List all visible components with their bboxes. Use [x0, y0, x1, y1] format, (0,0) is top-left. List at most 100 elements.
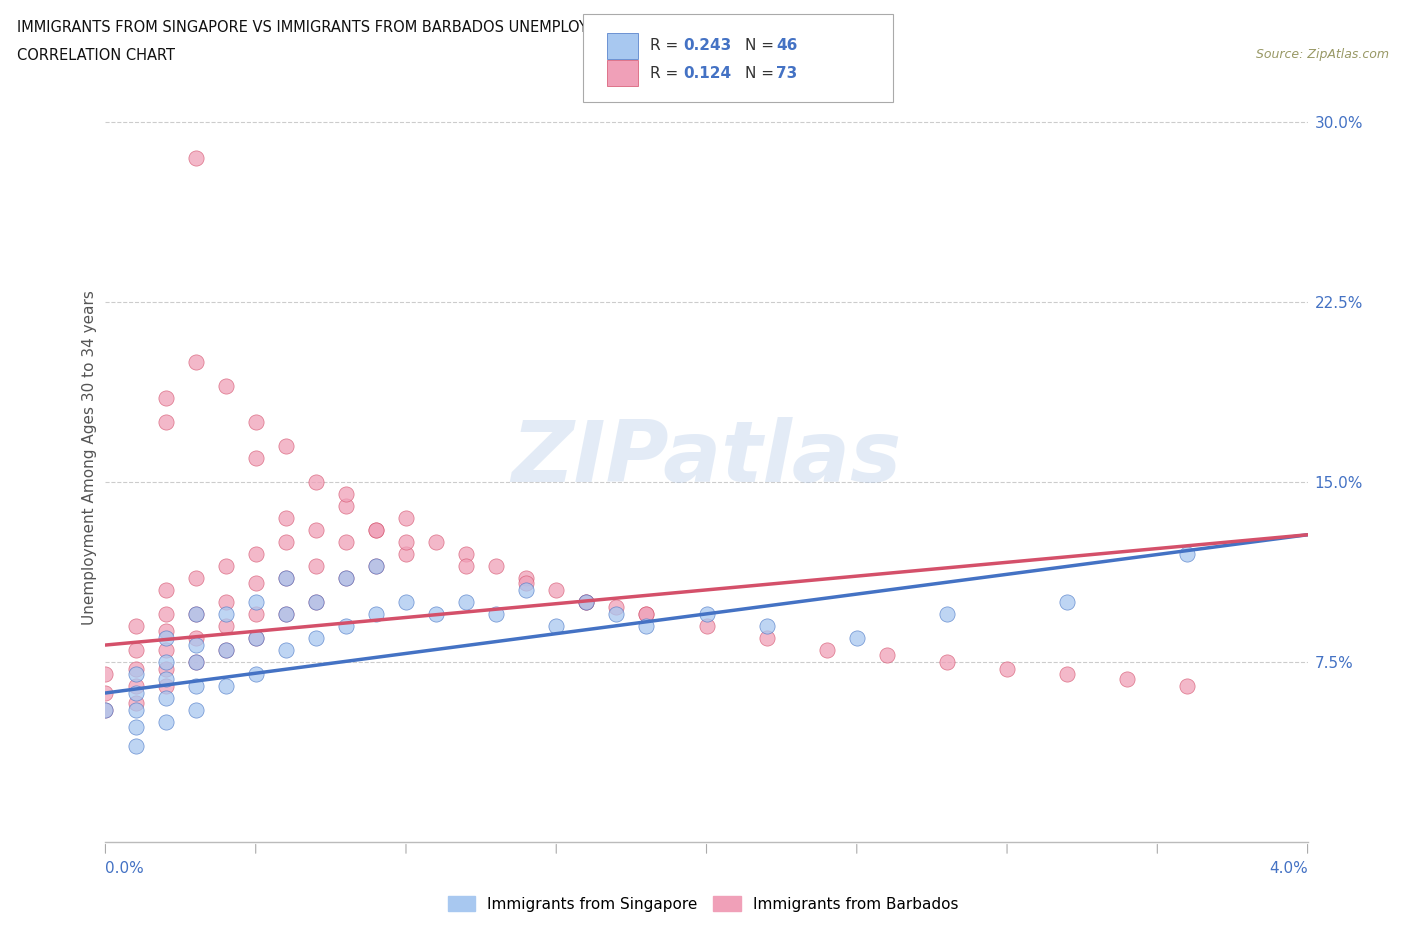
Point	[245, 631, 267, 645]
Text: Source: ZipAtlas.com: Source: ZipAtlas.com	[1256, 48, 1389, 61]
Text: 73: 73	[776, 66, 797, 81]
Point	[1116, 671, 1139, 686]
Point	[184, 151, 207, 166]
Point	[1056, 667, 1078, 682]
Point	[605, 606, 627, 621]
Point	[395, 594, 418, 609]
Point	[815, 643, 838, 658]
Point	[124, 618, 146, 633]
Point	[305, 594, 328, 609]
Point	[274, 511, 297, 525]
Point	[94, 685, 117, 700]
Point	[155, 655, 177, 670]
Point	[155, 714, 177, 729]
Point	[575, 594, 598, 609]
Point	[395, 535, 418, 550]
Point	[155, 631, 177, 645]
Point	[245, 547, 267, 562]
Point	[155, 582, 177, 597]
Point	[605, 599, 627, 614]
Point	[1175, 678, 1198, 693]
Point	[124, 678, 146, 693]
Point	[425, 606, 447, 621]
Point	[184, 606, 207, 621]
Point	[274, 439, 297, 454]
Point	[94, 667, 117, 682]
Point	[124, 695, 146, 710]
Point	[454, 547, 477, 562]
Point	[214, 559, 236, 574]
Point	[845, 631, 868, 645]
Point	[274, 606, 297, 621]
Point	[245, 606, 267, 621]
Point	[696, 618, 718, 633]
Point	[546, 582, 568, 597]
Point	[274, 535, 297, 550]
Point	[245, 415, 267, 430]
Point	[155, 606, 177, 621]
Point	[335, 535, 357, 550]
Point	[1175, 547, 1198, 562]
Point	[575, 594, 598, 609]
Point	[575, 594, 598, 609]
Point	[454, 559, 477, 574]
Point	[305, 631, 328, 645]
Point	[214, 618, 236, 633]
Point	[364, 606, 387, 621]
Point	[155, 643, 177, 658]
Point	[184, 655, 207, 670]
Point	[94, 702, 117, 717]
Point	[755, 618, 778, 633]
Point	[124, 667, 146, 682]
Point	[245, 451, 267, 466]
Point	[335, 570, 357, 585]
Point	[454, 594, 477, 609]
Point	[876, 647, 898, 662]
Point	[995, 661, 1018, 676]
Point	[155, 661, 177, 676]
Point	[335, 570, 357, 585]
Point	[214, 643, 236, 658]
Point	[124, 738, 146, 753]
Point	[214, 678, 236, 693]
Point	[515, 570, 537, 585]
Point	[155, 623, 177, 638]
Point	[364, 523, 387, 538]
Point	[155, 690, 177, 705]
Point	[515, 582, 537, 597]
Point	[395, 511, 418, 525]
Point	[184, 638, 207, 653]
Point	[184, 678, 207, 693]
Point	[274, 643, 297, 658]
Text: ZIPatlas: ZIPatlas	[512, 417, 901, 499]
Point	[124, 643, 146, 658]
Point	[335, 486, 357, 501]
Point	[155, 391, 177, 405]
Point	[214, 379, 236, 393]
Point	[184, 606, 207, 621]
Text: 0.124: 0.124	[683, 66, 731, 81]
Point	[1056, 594, 1078, 609]
Text: N =: N =	[745, 66, 779, 81]
Text: 4.0%: 4.0%	[1268, 861, 1308, 876]
Text: IMMIGRANTS FROM SINGAPORE VS IMMIGRANTS FROM BARBADOS UNEMPLOYMENT AMONG AGES 30: IMMIGRANTS FROM SINGAPORE VS IMMIGRANTS …	[17, 20, 858, 35]
Point	[184, 702, 207, 717]
Point	[636, 618, 658, 633]
Point	[305, 523, 328, 538]
Text: R =: R =	[650, 66, 683, 81]
Point	[335, 618, 357, 633]
Point	[335, 498, 357, 513]
Point	[245, 631, 267, 645]
Point	[184, 570, 207, 585]
Point	[936, 606, 959, 621]
Point	[155, 671, 177, 686]
Point	[214, 594, 236, 609]
Point	[425, 535, 447, 550]
Y-axis label: Unemployment Among Ages 30 to 34 years: Unemployment Among Ages 30 to 34 years	[82, 290, 97, 626]
Point	[696, 606, 718, 621]
Text: N =: N =	[745, 38, 779, 53]
Point	[485, 606, 508, 621]
Point	[364, 559, 387, 574]
Point	[515, 576, 537, 591]
Point	[94, 702, 117, 717]
